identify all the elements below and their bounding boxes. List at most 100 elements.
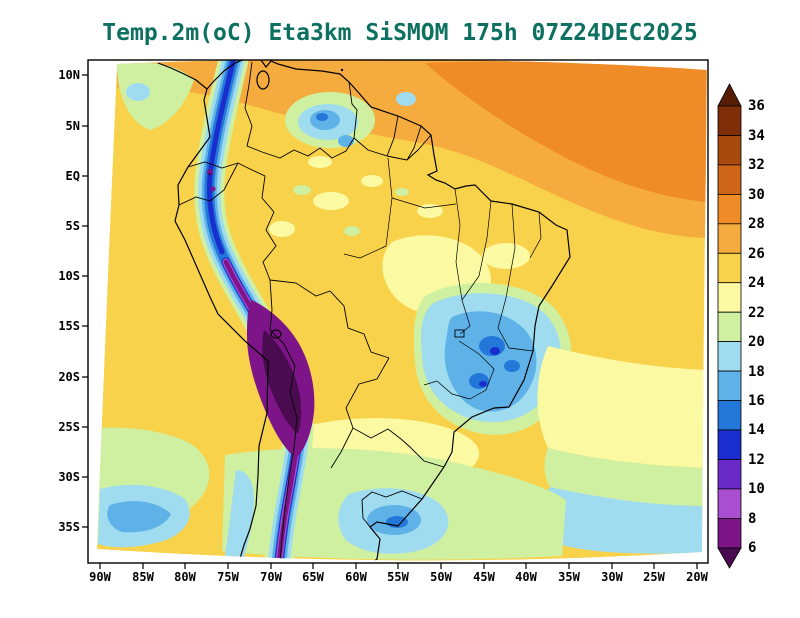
colorbar-label: 16: [748, 393, 765, 409]
lon-label: 30W: [601, 570, 623, 584]
island-dot: [340, 68, 344, 72]
andes-ecuador-core: [208, 172, 212, 176]
colorbar-segment: [717, 518, 742, 549]
field-speckle: [361, 175, 383, 187]
colorbar-segment: [717, 164, 742, 195]
lon-label: 50W: [430, 570, 452, 584]
field-guyana-paleblue2: [396, 92, 416, 106]
field-guyana-lightblue2: [338, 135, 354, 147]
coastline-panama: [157, 62, 208, 90]
field-northeast-28-30: [425, 61, 706, 202]
colorbar-segment: [717, 400, 742, 431]
lat-label: 15S: [58, 319, 80, 333]
field-seocean-20-22: [544, 448, 706, 506]
lon-label: 20W: [686, 570, 708, 584]
axes-group: [82, 59, 709, 569]
colorbar-segment: [717, 311, 742, 343]
lon-label: 25W: [643, 570, 665, 584]
andes-north-navy: [207, 59, 236, 255]
colorbar: [717, 83, 742, 569]
colorbar-label: 34: [748, 128, 765, 144]
island-dot: [102, 176, 106, 180]
colorbar-segment: [717, 429, 742, 460]
field-speckle-green: [395, 188, 409, 196]
lon-label: 75W: [217, 570, 239, 584]
lon-label: 35W: [558, 570, 580, 584]
country-borders-group: [178, 61, 542, 561]
colorbar-segment: [717, 370, 742, 402]
lon-label: 60W: [345, 570, 367, 584]
colorbar-segment: [717, 223, 742, 254]
country-borders: [178, 61, 445, 561]
lon-label: 65W: [302, 570, 324, 584]
colorbar-segment: [717, 105, 742, 136]
field-sebrazil-navy: [479, 381, 487, 387]
field-sebrazil-navy: [490, 347, 500, 355]
field-swocean-16-18: [107, 501, 171, 533]
field-central-22-24b: [482, 243, 530, 269]
field-speckle: [308, 156, 332, 168]
colorbar-label: 24: [748, 275, 765, 291]
field-topleft-green: [117, 62, 194, 130]
lat-label: 10S: [58, 269, 80, 283]
colorbar-label: 30: [748, 187, 765, 203]
field-guyana-blue: [316, 113, 328, 121]
colorbar-label: 20: [748, 334, 765, 350]
colorbar-segment: [717, 488, 742, 519]
lon-label: 45W: [473, 570, 495, 584]
field-seocean-22-24: [537, 346, 706, 468]
colorbar-label: 14: [748, 422, 765, 438]
lat-label: 10N: [58, 68, 80, 82]
colorbar-label: 6: [748, 540, 756, 556]
andes-ecuador-purple: [210, 186, 216, 192]
page-title: Temp.2m(oC) Eta3km SiSMOM 175h 07Z24DEC2…: [102, 20, 697, 46]
colorbar-label: 12: [748, 452, 765, 468]
colorbar-label: 8: [748, 511, 756, 527]
state-borders: [343, 157, 542, 400]
lat-label: 5S: [66, 219, 80, 233]
lake-titicaca: [270, 329, 282, 339]
colorbar-segment: [717, 193, 742, 225]
colorbar-label: 10: [748, 481, 765, 497]
colorbar-segment: [717, 341, 742, 372]
lat-label: EQ: [66, 169, 80, 183]
colorbar-cap-bottom: [717, 547, 742, 569]
colorbar-label: 22: [748, 305, 765, 321]
field-seocean-18-20: [538, 487, 706, 554]
temperature-field: [97, 59, 707, 561]
field-topleft-paleblue: [126, 83, 150, 101]
lake-maracaibo: [256, 70, 270, 90]
andes-altiplano-core: [262, 330, 302, 434]
lon-label: 70W: [260, 570, 282, 584]
lat-label: 30S: [58, 470, 80, 484]
coastline-caribbean: [206, 59, 244, 90]
field-sebrazil-lightblue: [444, 311, 537, 412]
lon-label: 80W: [174, 570, 196, 584]
field-sebrazil-blue: [469, 373, 489, 389]
colorbar-label: 36: [748, 98, 765, 114]
colorbar-segment: [717, 135, 742, 166]
lon-label: 55W: [387, 570, 409, 584]
andes-ecuador-purple: [207, 169, 213, 175]
lat-label: 35S: [58, 520, 80, 534]
lon-label: 90W: [89, 570, 111, 584]
lat-label: 25S: [58, 420, 80, 434]
lat-label: 5N: [66, 119, 80, 133]
coastline-pacific: [174, 88, 269, 561]
x-axis-ticks: [99, 563, 698, 569]
colorbar-cap-top: [717, 83, 742, 107]
colorbar-segment: [717, 282, 742, 313]
field-speckle-green: [344, 226, 360, 236]
colorbar-label: 28: [748, 216, 765, 232]
colorbar-label: 32: [748, 157, 765, 173]
colorbar-label: 18: [748, 364, 765, 380]
lat-label: 20S: [58, 370, 80, 384]
colorbar-label: 26: [748, 246, 765, 262]
field-sebrazil-blue: [504, 360, 520, 372]
field-speckle-green: [293, 185, 311, 195]
colorbar-segment: [717, 458, 742, 490]
y-axis-ticks: [82, 74, 88, 528]
federal-district-box: [454, 329, 465, 338]
